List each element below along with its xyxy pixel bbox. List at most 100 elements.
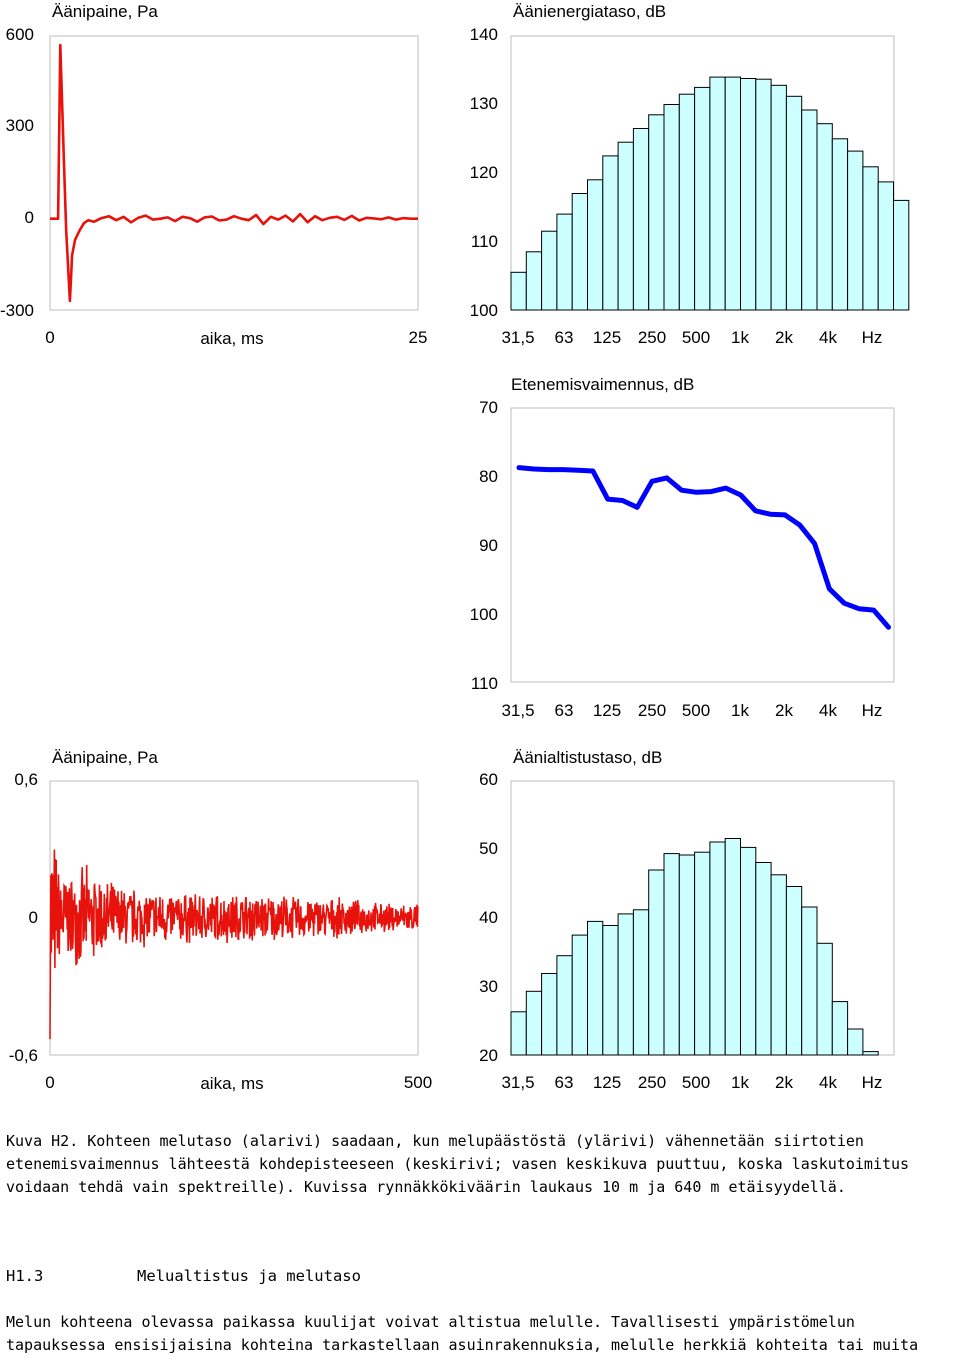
- x-tick-label: 31,5: [501, 328, 534, 347]
- band-bar: [831, 138, 849, 311]
- band-bar: [678, 93, 696, 311]
- band-bar: [694, 86, 711, 311]
- band-bar: [510, 1011, 527, 1056]
- y-tick-label: 110: [471, 674, 498, 693]
- x-tick-label: 4k: [819, 701, 837, 720]
- band-bar: [541, 230, 558, 311]
- x-tick-label: 1k: [731, 1073, 749, 1092]
- x-tick-label: 0: [45, 328, 54, 347]
- body-line: tapauksessa ensisijaisina kohteina tarka…: [6, 1336, 919, 1354]
- x-tick-label: 125: [593, 1073, 621, 1092]
- caption-line: voidaan tehdä vain spektreille). Kuvissa…: [6, 1178, 846, 1196]
- x-tick-label: 500: [682, 328, 710, 347]
- band-bar: [816, 942, 833, 1056]
- x-tick-label: 2k: [775, 1073, 793, 1092]
- x-tick-label: 500: [682, 701, 710, 720]
- band-bar: [709, 841, 726, 1056]
- band-bar: [740, 846, 757, 1056]
- x-tick-label: 250: [638, 328, 666, 347]
- y-tick-label: 30: [479, 977, 498, 996]
- band-bar: [525, 251, 543, 311]
- y-tick-label: 120: [470, 163, 498, 182]
- caption-line: etenemisvaimennus lähteestä kohdepistees…: [6, 1155, 910, 1173]
- band-bar: [770, 84, 787, 311]
- x-tick-label: 125: [593, 701, 621, 720]
- attenuation-line: [516, 465, 891, 630]
- band-bar: [770, 874, 787, 1056]
- band-bar: [617, 141, 634, 311]
- x-tick-label: 63: [555, 328, 574, 347]
- band-bar: [724, 76, 742, 311]
- band-bar: [801, 906, 818, 1056]
- y-tick-label: 110: [471, 232, 498, 251]
- y-tick-label: 20: [479, 1046, 498, 1065]
- y-tick-label: -0,6: [9, 1046, 38, 1065]
- band-bar: [571, 193, 589, 311]
- section-title: Melualtistus ja melutaso: [137, 1267, 361, 1285]
- y-tick-label: 130: [470, 94, 498, 113]
- band-bar: [648, 869, 665, 1056]
- band-bar: [893, 199, 910, 311]
- chart-title: Etenemisvaimennus, dB: [511, 375, 694, 394]
- band-bar: [525, 990, 543, 1056]
- x-tick-label: Hz: [862, 701, 883, 720]
- y-tick-label: 40: [479, 908, 498, 927]
- band-bar: [847, 150, 864, 311]
- y-tick-label: 60: [479, 770, 498, 789]
- band-bar: [724, 838, 742, 1056]
- band-bar: [648, 114, 665, 311]
- x-tick-label: 4k: [819, 328, 837, 347]
- y-tick-label: 90: [479, 536, 498, 555]
- x-tick-label: 500: [404, 1073, 432, 1092]
- chart-title: Äänipaine, Pa: [52, 2, 158, 21]
- band-bar: [785, 95, 803, 311]
- x-tick-label: 31,5: [501, 701, 534, 720]
- band-bar: [831, 1001, 849, 1056]
- x-tick-label: 0: [45, 1073, 54, 1092]
- chart-title: Äänipaine, Pa: [52, 748, 158, 767]
- plot-frame: [49, 35, 419, 311]
- band-bar: [816, 123, 833, 311]
- band-bar: [556, 955, 573, 1056]
- band-bar: [740, 78, 757, 311]
- band-bar: [847, 1028, 864, 1056]
- y-tick-label: -300: [0, 301, 34, 320]
- band-bar: [541, 973, 558, 1056]
- x-tick-label: Hz: [862, 328, 883, 347]
- band-bar: [663, 853, 680, 1056]
- x-tick-label: 2k: [775, 328, 793, 347]
- band-bar: [801, 109, 818, 311]
- x-tick-label: 1k: [731, 328, 749, 347]
- band-bar: [556, 213, 573, 311]
- band-bar: [862, 1051, 879, 1056]
- figure-caption: Kuva H2. Kohteen melutaso (alarivi) saad…: [6, 1130, 960, 1199]
- y-tick-label: 0,6: [14, 770, 38, 789]
- y-tick-label: 100: [470, 301, 498, 320]
- band-bar: [571, 934, 589, 1056]
- band-bar: [602, 925, 619, 1056]
- y-tick-label: 600: [6, 25, 34, 44]
- band-bar: [755, 862, 772, 1056]
- x-tick-label: 250: [638, 701, 666, 720]
- y-tick-label: 140: [470, 25, 498, 44]
- x-tick-label: 125: [593, 328, 621, 347]
- band-bar: [632, 128, 650, 311]
- band-bar: [602, 155, 619, 311]
- caption-line: Kuva H2. Kohteen melutaso (alarivi) saad…: [6, 1132, 864, 1150]
- band-bar: [587, 179, 604, 311]
- x-tick-label: Hz: [862, 1073, 883, 1092]
- x-tick-label: 31,5: [501, 1073, 534, 1092]
- figure-panels: Äänipaine, Pa 600 300 0 -300 0 25 aika, …: [0, 2, 910, 1093]
- chart-title: Äänialtistustaso, dB: [513, 748, 662, 767]
- band-bar: [632, 909, 650, 1056]
- pressure-noise-line: [49, 849, 419, 1040]
- x-tick-label: 1k: [731, 701, 749, 720]
- x-axis-label: aika, ms: [200, 1074, 263, 1093]
- pressure-chart-top: Äänipaine, Pa 600 300 0 -300 0 25 aika, …: [0, 2, 427, 348]
- chart-title: Äänienergiataso, dB: [513, 2, 666, 21]
- y-tick-label: 70: [479, 398, 498, 417]
- band-bar: [785, 886, 803, 1056]
- band-bar: [617, 913, 634, 1056]
- y-tick-label: 100: [470, 605, 498, 624]
- band-bar: [694, 851, 711, 1056]
